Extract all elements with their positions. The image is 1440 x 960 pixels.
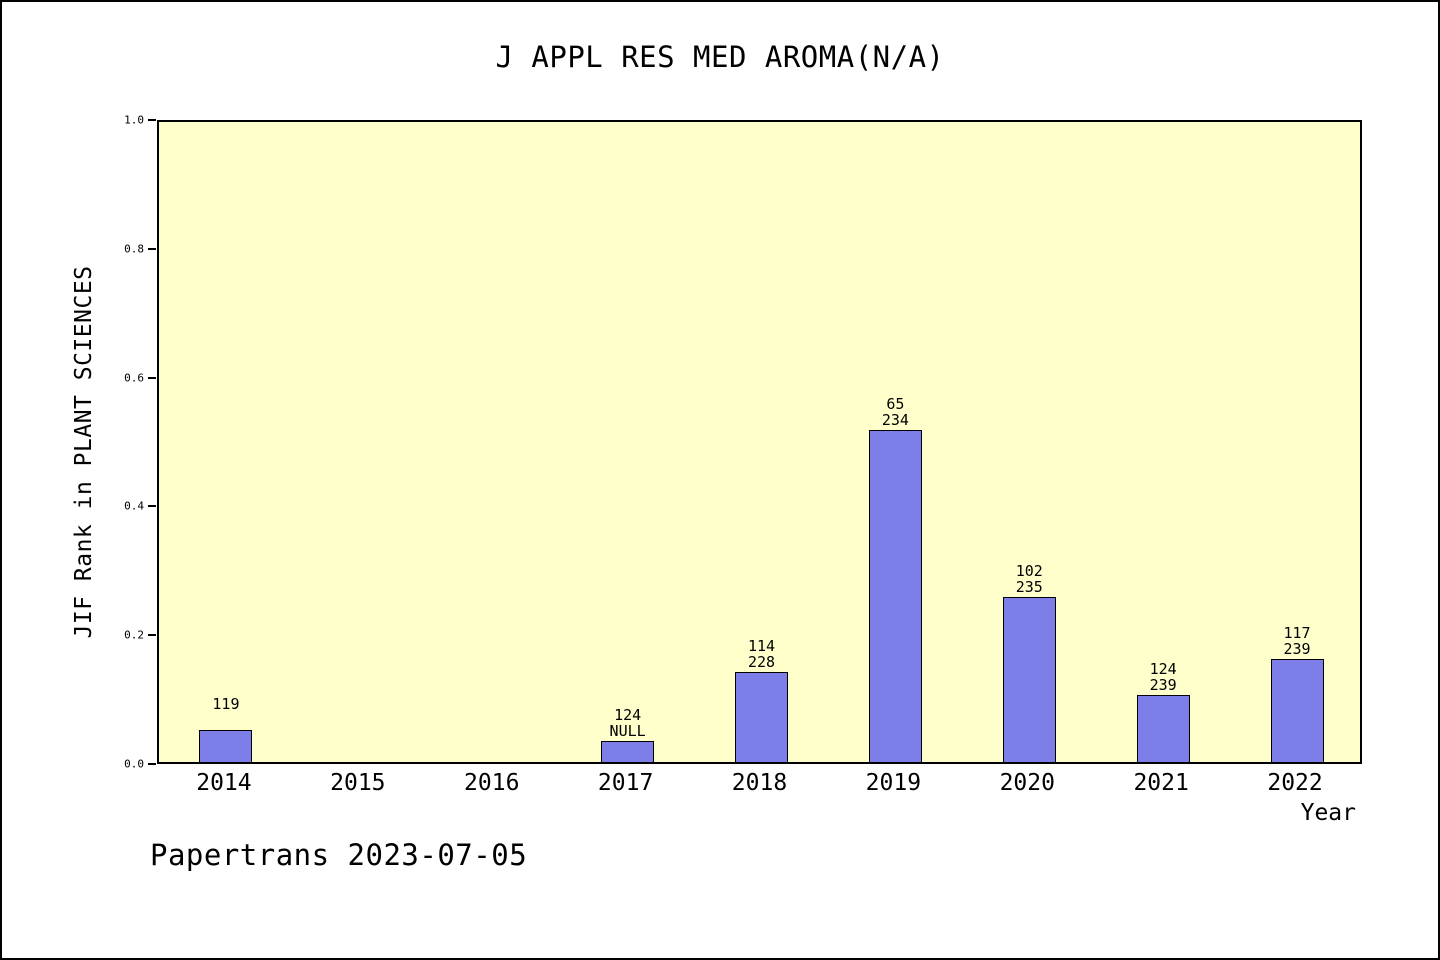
bar-value-line: 114 [747,637,776,655]
x-tick-label-2016: 2016 [464,770,520,796]
bar-value-line: 117 [1283,624,1311,642]
y-tick-label: 0.4 [124,499,144,513]
bar-value-line: 235 [1015,578,1043,596]
y-tick-mark [148,247,156,250]
bar-2021 [1136,695,1190,762]
bar-value-line: 119 [212,695,240,713]
x-axis-label: Year [1300,800,1356,826]
chart-title: J APPL RES MED AROMA(N/A) [495,40,945,74]
bar-2018 [735,672,788,762]
bar-value-line: 228 [747,653,776,671]
bar-2019 [868,430,922,762]
bar-value-label-2017: 124 NULL [568,707,688,739]
y-tick-mark [148,376,156,379]
bar-value-line: 239 [1283,640,1311,658]
x-tick-label-2019: 2019 [865,770,922,796]
x-tick-label-2022: 2022 [1267,770,1323,796]
y-tick-mark [148,634,156,637]
y-tick-label: 0.2 [124,628,144,642]
bar-value-label-2020: 102 235 [969,563,1089,595]
bar-value-label-2018: 114 228 [702,638,822,670]
bar-value-line: 234 [881,411,909,429]
y-tick-mark [148,763,156,765]
bar-value-label-2022: 117 239 [1237,625,1357,657]
bar-value-line: 239 [1149,676,1177,694]
bar-value-line: 124 [1149,660,1177,678]
watermark-text: Papertrans 2023-07-05 [150,838,528,872]
x-tick-label-2015: 2015 [330,770,386,796]
bar-value-line [166,712,286,728]
y-tick-mark [148,505,156,508]
x-tick-label-2017: 2017 [597,770,654,796]
bar-value-line: 124 [614,706,642,724]
y-tick-mark [148,119,156,121]
bar-value-line: 65 [886,395,905,413]
x-tick-label-2021: 2021 [1133,770,1189,796]
bar-value-label-2019: 65 234 [835,396,955,428]
bar-value-line: NULL [609,722,646,740]
bar-value-label-2021: 124 239 [1103,661,1223,693]
x-tick-label-2020: 2020 [999,770,1055,796]
bar-2017 [601,741,655,762]
bar-2020 [1002,597,1056,762]
x-tick-label-2014: 2014 [196,770,252,796]
bar-2014 [199,730,253,762]
bar-2022 [1270,659,1324,762]
x-tick-label-2018: 2018 [731,770,788,796]
y-tick-label: 1.0 [124,113,144,127]
y-tick-label: 0.0 [124,757,144,771]
bar-value-label-2014: 119 [166,696,286,728]
bar-value-line: 102 [1015,562,1043,580]
plot-area: 119 124 NULL 114 228 65 234 102 235 124 239 117 239 [157,120,1362,764]
y-tick-label: 0.6 [124,371,144,385]
y-tick-label: 0.8 [124,242,144,256]
y-axis-label: JIF Rank in PLANT SCIENCES [71,265,97,639]
